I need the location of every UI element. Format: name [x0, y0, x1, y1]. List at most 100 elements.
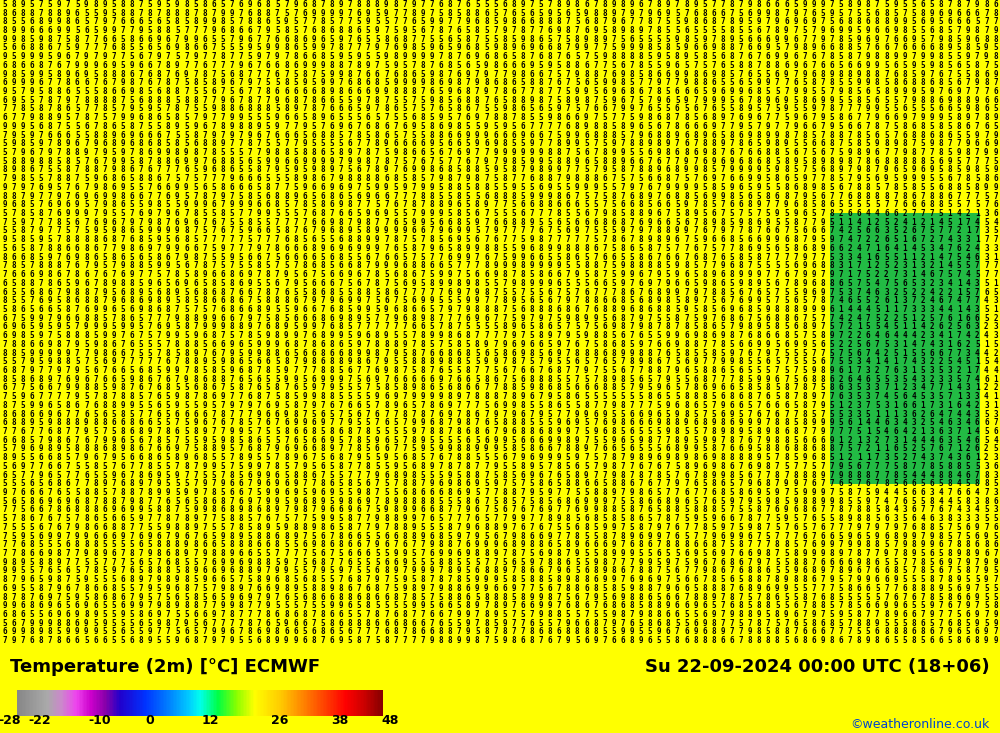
Text: 6: 6 [702, 191, 707, 201]
Text: 6: 6 [248, 34, 252, 44]
Text: 5: 5 [839, 61, 843, 70]
Text: 8: 8 [20, 235, 25, 244]
Text: 7: 7 [657, 435, 661, 445]
Text: 8: 8 [730, 270, 734, 279]
Text: 9: 9 [611, 471, 616, 479]
Text: 7: 7 [475, 619, 480, 627]
Text: 5: 5 [866, 410, 870, 419]
Text: 5: 5 [30, 453, 34, 462]
Text: 3: 3 [948, 427, 952, 436]
Text: 7: 7 [120, 357, 125, 366]
Text: 8: 8 [39, 375, 43, 383]
Text: 7: 7 [220, 383, 225, 392]
Text: 6: 6 [957, 18, 961, 26]
Text: 9: 9 [484, 444, 489, 454]
Text: 2: 2 [893, 287, 898, 297]
Text: 8: 8 [675, 122, 680, 131]
Text: 2: 2 [848, 323, 852, 331]
Text: 8: 8 [675, 52, 680, 61]
Text: 5: 5 [348, 323, 352, 331]
Text: 7: 7 [966, 191, 970, 201]
Text: 6: 6 [75, 218, 80, 226]
Text: 5: 5 [693, 191, 698, 201]
Text: 5: 5 [539, 419, 543, 427]
Text: 5: 5 [84, 366, 89, 375]
Text: 9: 9 [411, 392, 416, 401]
Text: 7: 7 [211, 235, 216, 244]
Text: 9: 9 [257, 471, 261, 479]
Text: 6: 6 [257, 540, 261, 549]
Text: 8: 8 [320, 262, 325, 270]
Text: 6: 6 [320, 357, 325, 366]
Text: 7: 7 [711, 0, 716, 9]
Text: 7: 7 [793, 191, 798, 201]
Text: 6: 6 [339, 262, 343, 270]
Text: 9: 9 [493, 540, 498, 549]
Text: 8: 8 [284, 531, 289, 540]
Text: 6: 6 [411, 619, 416, 627]
Text: 8: 8 [811, 78, 816, 87]
Text: 5: 5 [666, 567, 670, 575]
Text: 6: 6 [39, 122, 43, 131]
Text: 9: 9 [639, 226, 643, 235]
Text: 7: 7 [157, 314, 161, 323]
Text: 8: 8 [448, 9, 452, 18]
Text: 5: 5 [620, 209, 625, 218]
Text: 3: 3 [993, 488, 998, 497]
Text: 6: 6 [120, 366, 125, 375]
Text: 6: 6 [493, 584, 498, 593]
Text: 8: 8 [630, 514, 634, 523]
Text: 5: 5 [102, 226, 107, 235]
Text: 6: 6 [939, 96, 943, 105]
Text: 6: 6 [284, 340, 289, 349]
Text: 5: 5 [966, 183, 970, 192]
Text: 7: 7 [502, 410, 507, 419]
Text: 5: 5 [57, 567, 61, 575]
Text: 8: 8 [566, 514, 570, 523]
Text: 8: 8 [57, 419, 61, 427]
Text: 5: 5 [484, 323, 489, 331]
Text: 4: 4 [911, 340, 916, 349]
Text: 8: 8 [484, 244, 489, 253]
Text: 7: 7 [948, 226, 952, 235]
Text: 5: 5 [802, 348, 807, 358]
Text: 8: 8 [284, 453, 289, 462]
Text: 5: 5 [575, 636, 580, 645]
Text: 5: 5 [30, 200, 34, 210]
Text: 8: 8 [648, 70, 652, 78]
Text: 5: 5 [30, 235, 34, 244]
Text: 7: 7 [775, 287, 780, 297]
Text: 9: 9 [184, 540, 189, 549]
Text: 7: 7 [811, 348, 816, 358]
Text: 7: 7 [230, 419, 234, 427]
Text: 2: 2 [848, 453, 852, 462]
Text: 7: 7 [475, 419, 480, 427]
Text: 6: 6 [275, 575, 280, 584]
Text: 5: 5 [948, 113, 952, 122]
Text: 4: 4 [848, 305, 852, 314]
Text: 7: 7 [384, 96, 389, 105]
Text: 6: 6 [457, 148, 461, 157]
Text: 9: 9 [120, 157, 125, 166]
Text: 5: 5 [839, 0, 843, 9]
Text: 5: 5 [475, 226, 480, 235]
Text: 5: 5 [939, 462, 943, 471]
Text: 6: 6 [230, 96, 234, 105]
Text: 7: 7 [484, 226, 489, 235]
Text: 5: 5 [902, 488, 907, 497]
Text: 5: 5 [684, 610, 689, 619]
Text: 9: 9 [720, 113, 725, 122]
Text: 7: 7 [175, 462, 180, 471]
Text: 5: 5 [584, 427, 589, 436]
Text: 5: 5 [666, 410, 670, 419]
Text: 6: 6 [548, 270, 552, 279]
Text: 8: 8 [330, 366, 334, 375]
Text: 9: 9 [75, 279, 80, 288]
Text: 9: 9 [11, 174, 16, 183]
Text: 5: 5 [184, 383, 189, 392]
Text: 8: 8 [730, 558, 734, 567]
Text: 9: 9 [275, 96, 280, 105]
Text: 8: 8 [520, 531, 525, 540]
Text: 9: 9 [948, 558, 952, 567]
Text: 6: 6 [448, 253, 452, 262]
